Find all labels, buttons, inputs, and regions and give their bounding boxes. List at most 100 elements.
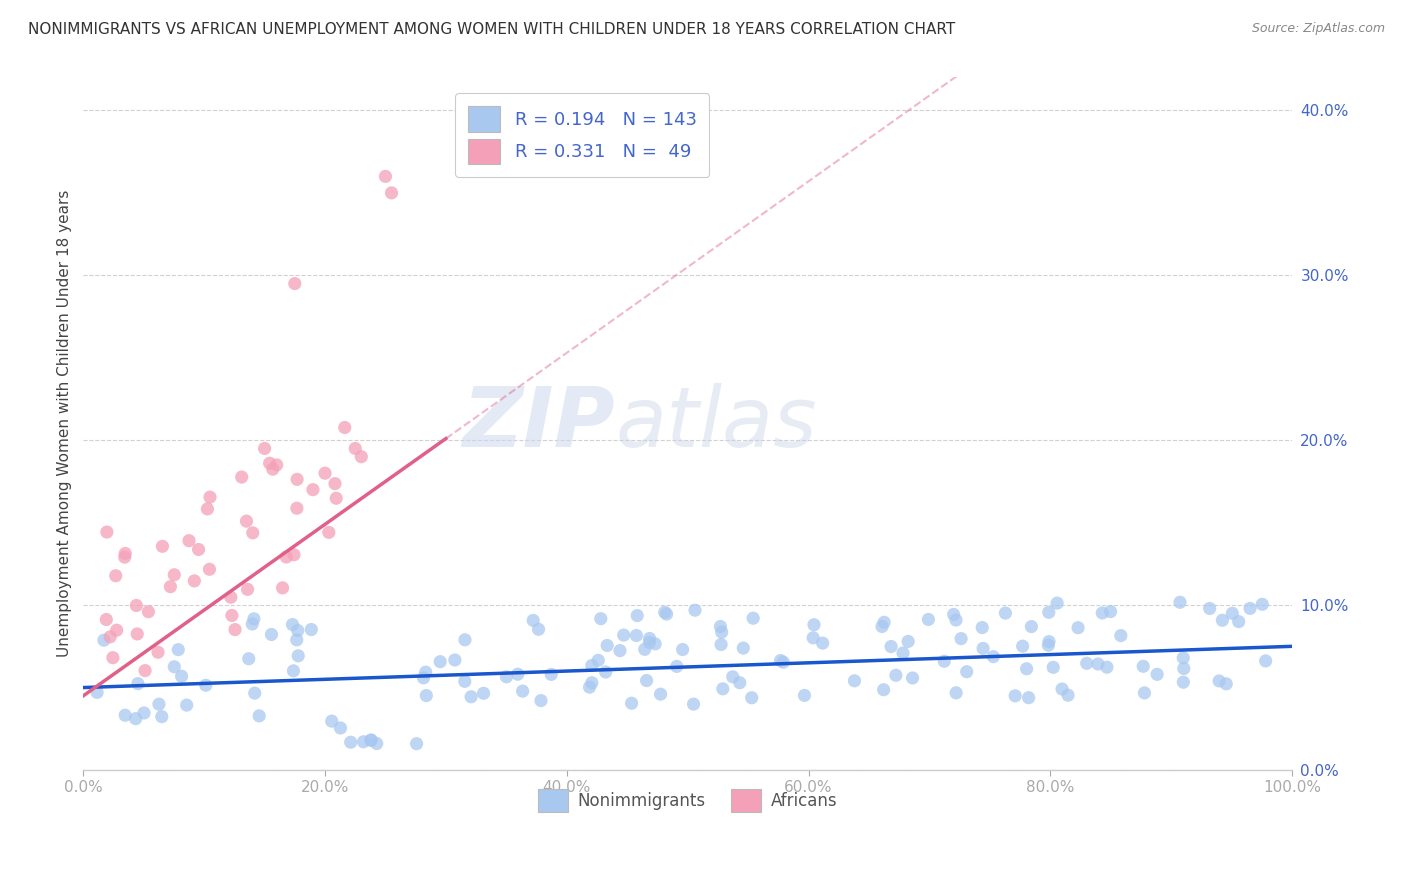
- Point: [221, 608, 243, 623]
- Point: [235, 514, 257, 528]
- Point: [1254, 654, 1277, 668]
- Point: [283, 664, 305, 678]
- Point: [124, 712, 146, 726]
- Text: NONIMMIGRANTS VS AFRICAN UNEMPLOYMENT AMONG WOMEN WITH CHILDREN UNDER 18 YEARS C: NONIMMIGRANTS VS AFRICAN UNEMPLOYMENT AM…: [28, 22, 955, 37]
- Point: [325, 491, 347, 506]
- Point: [183, 574, 205, 588]
- Point: [1109, 629, 1132, 643]
- Point: [1018, 690, 1040, 705]
- Point: [844, 673, 866, 688]
- Point: [741, 690, 763, 705]
- Point: [231, 470, 253, 484]
- Point: [86, 685, 108, 699]
- Point: [197, 502, 219, 516]
- Point: [581, 658, 603, 673]
- Point: [1046, 596, 1069, 610]
- Point: [1198, 601, 1220, 615]
- Point: [253, 442, 276, 456]
- Point: [530, 693, 553, 707]
- Point: [159, 580, 181, 594]
- Point: [540, 667, 562, 681]
- Point: [262, 462, 284, 476]
- Point: [512, 684, 534, 698]
- Point: [134, 664, 156, 678]
- Point: [873, 615, 896, 630]
- Point: [811, 636, 834, 650]
- Point: [146, 645, 169, 659]
- Point: [654, 605, 676, 619]
- Point: [1211, 613, 1233, 627]
- Point: [1227, 615, 1250, 629]
- Point: [884, 668, 907, 682]
- Point: [412, 671, 434, 685]
- Point: [634, 642, 657, 657]
- Point: [321, 714, 343, 728]
- Point: [710, 638, 733, 652]
- Point: [132, 706, 155, 720]
- Point: [522, 614, 544, 628]
- Point: [415, 689, 437, 703]
- Point: [1067, 621, 1090, 635]
- Point: [872, 682, 894, 697]
- Point: [240, 617, 263, 632]
- Point: [1208, 673, 1230, 688]
- Point: [105, 624, 128, 638]
- Point: [360, 733, 382, 747]
- Point: [733, 641, 755, 656]
- Point: [801, 631, 824, 645]
- Point: [917, 612, 939, 626]
- Point: [644, 637, 666, 651]
- Point: [318, 525, 340, 540]
- Point: [728, 675, 751, 690]
- Point: [1173, 675, 1195, 690]
- Point: [972, 621, 994, 635]
- Point: [626, 608, 648, 623]
- Point: [339, 735, 361, 749]
- Point: [972, 641, 994, 656]
- Point: [170, 669, 193, 683]
- Point: [1099, 605, 1122, 619]
- Point: [655, 607, 678, 621]
- Point: [350, 450, 373, 464]
- Point: [380, 186, 402, 200]
- Point: [93, 633, 115, 648]
- Point: [1146, 667, 1168, 681]
- Point: [1133, 686, 1156, 700]
- Point: [266, 458, 288, 472]
- Point: [589, 612, 612, 626]
- Point: [1038, 638, 1060, 652]
- Point: [672, 642, 695, 657]
- Point: [460, 690, 482, 704]
- Point: [945, 686, 967, 700]
- Point: [1215, 677, 1237, 691]
- Point: [329, 721, 352, 735]
- Point: [891, 646, 914, 660]
- Point: [1168, 595, 1191, 609]
- Point: [285, 501, 308, 516]
- Point: [897, 634, 920, 648]
- Point: [1076, 657, 1098, 671]
- Point: [360, 733, 382, 747]
- Point: [1038, 605, 1060, 619]
- Point: [793, 689, 815, 703]
- Point: [710, 625, 733, 640]
- Point: [374, 169, 396, 184]
- Point: [114, 550, 136, 565]
- Point: [1173, 651, 1195, 665]
- Point: [243, 686, 266, 700]
- Point: [506, 667, 529, 681]
- Point: [682, 697, 704, 711]
- Point: [870, 619, 893, 633]
- Point: [138, 605, 160, 619]
- Point: [527, 622, 550, 636]
- Point: [163, 659, 186, 673]
- Point: [1239, 601, 1261, 615]
- Point: [366, 737, 388, 751]
- Point: [152, 539, 174, 553]
- Point: [901, 671, 924, 685]
- Point: [950, 632, 973, 646]
- Text: Source: ZipAtlas.com: Source: ZipAtlas.com: [1251, 22, 1385, 36]
- Point: [1251, 597, 1274, 611]
- Point: [287, 624, 309, 638]
- Point: [224, 623, 246, 637]
